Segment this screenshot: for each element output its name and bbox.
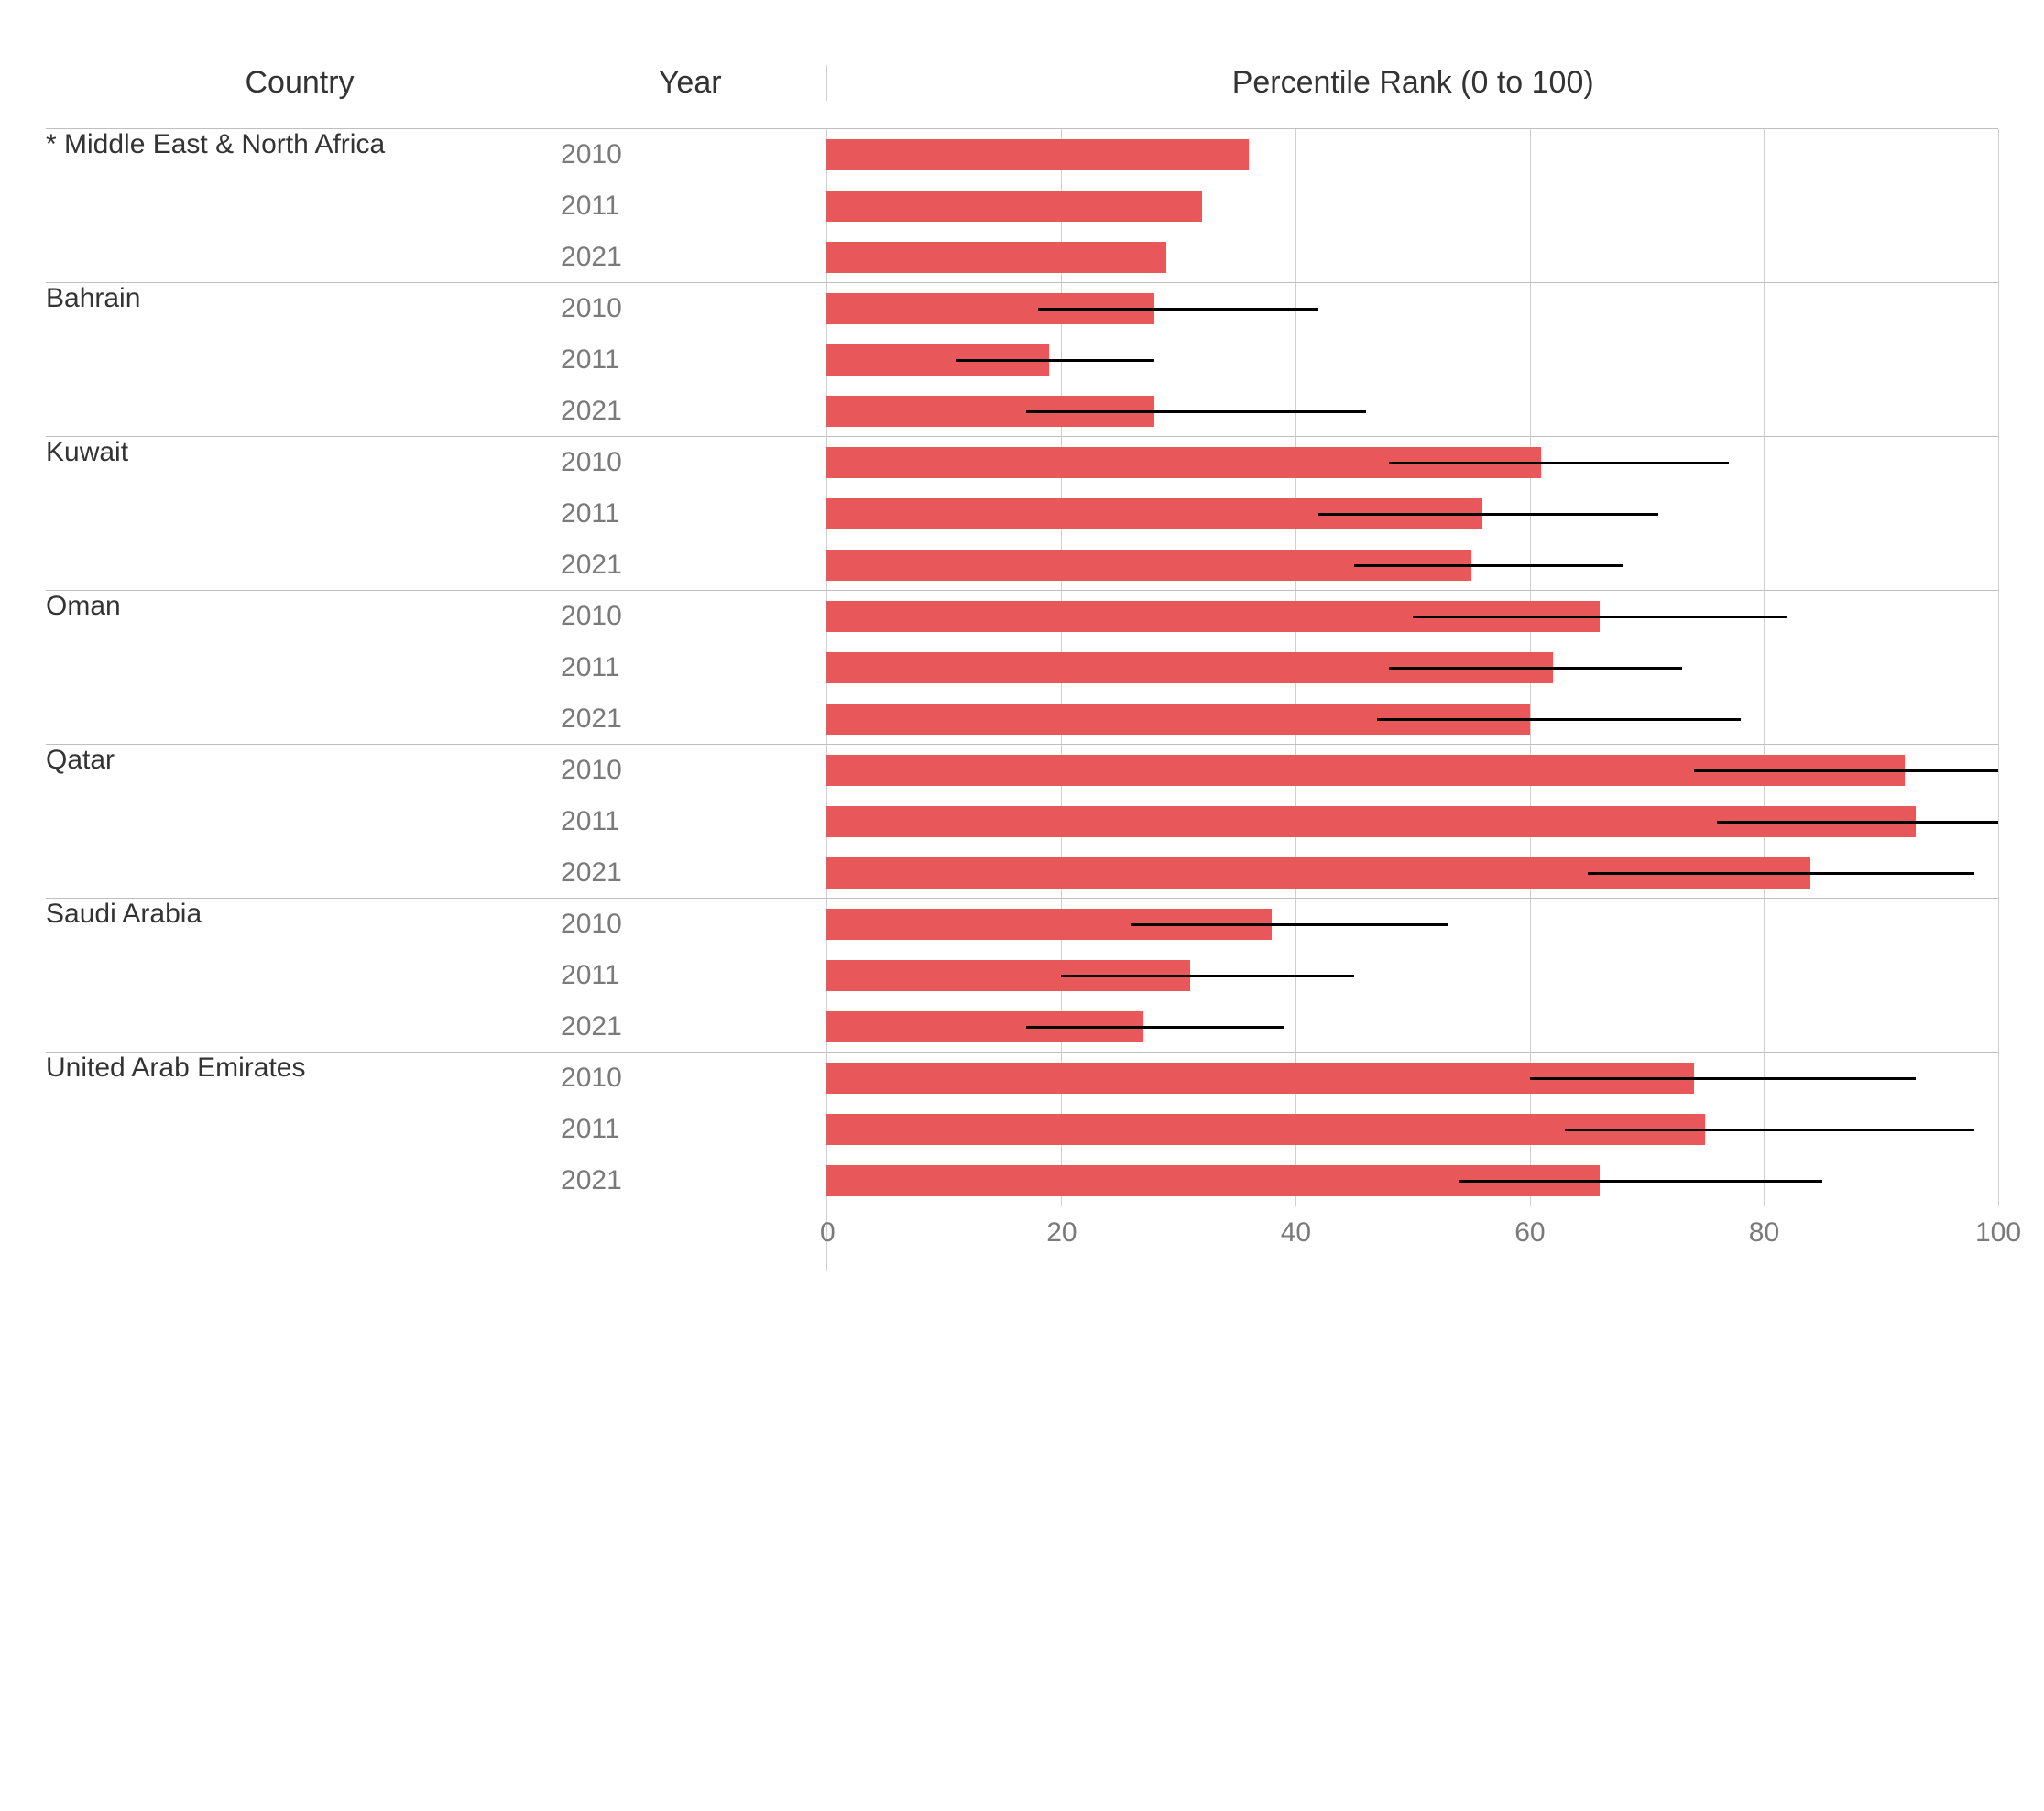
header-country: Country: [46, 65, 553, 101]
year-label: 2010: [553, 899, 826, 950]
year-label: 2021: [553, 1001, 826, 1053]
axis-tick-label: 60: [1514, 1217, 1545, 1249]
bar-rect: [826, 191, 1201, 222]
whisker: [1038, 308, 1319, 311]
year-label: 2021: [553, 847, 826, 899]
bar-row: [826, 693, 1998, 745]
whisker: [1459, 1180, 1822, 1183]
country-label: Oman: [46, 591, 553, 622]
bar-row: [826, 847, 1998, 899]
whisker: [1694, 769, 1998, 772]
bar-row: [826, 232, 1998, 283]
year-label: 2011: [553, 796, 826, 847]
whisker: [1588, 872, 1974, 875]
axis-tick-label: 80: [1749, 1217, 1779, 1249]
axis-tick-label: 40: [1281, 1217, 1311, 1249]
whisker: [1318, 513, 1658, 516]
bar-row: [826, 540, 1998, 591]
year-label: 2021: [553, 386, 826, 437]
header-value: Percentile Rank (0 to 100): [826, 65, 1998, 101]
whisker: [956, 359, 1154, 362]
year-label: 2021: [553, 1155, 826, 1206]
whisker: [1413, 616, 1787, 618]
year-label: 2011: [553, 642, 826, 693]
whisker: [1026, 410, 1366, 413]
bar-row: [826, 1104, 1998, 1155]
whisker: [1389, 462, 1729, 464]
year-label: 2010: [553, 129, 826, 180]
bar-row: [826, 180, 1998, 232]
bar-row: [826, 386, 1998, 437]
whisker: [1061, 975, 1354, 977]
whisker: [1026, 1026, 1284, 1029]
whisker: [1717, 821, 1998, 824]
gridline: [1998, 129, 1999, 1206]
bar-row: [826, 437, 1998, 488]
country-label: Kuwait: [46, 437, 553, 468]
axis-tick-label: 100: [1975, 1217, 2021, 1249]
bar-row: [826, 1155, 1998, 1206]
whisker: [1377, 718, 1740, 721]
year-label: 2010: [553, 283, 826, 334]
bar-row: [826, 1001, 1998, 1053]
year-label: 2010: [553, 1053, 826, 1104]
bar-rect: [826, 242, 1166, 273]
whisker: [1565, 1129, 1975, 1131]
country-label: United Arab Emirates: [46, 1053, 553, 1084]
axis-tick-label: 20: [1046, 1217, 1077, 1249]
bar-row: [826, 334, 1998, 386]
whisker: [1389, 667, 1682, 670]
year-label: 2011: [553, 1104, 826, 1155]
bar-row: [826, 950, 1998, 1001]
bar-row: [826, 642, 1998, 693]
percentile-rank-chart: CountryYearPercentile Rank (0 to 100) * M…: [0, 0, 2044, 1326]
year-label: 2011: [553, 334, 826, 386]
year-label: 2021: [553, 540, 826, 591]
country-label: Saudi Arabia: [46, 899, 553, 930]
country-label: Qatar: [46, 745, 553, 776]
bar-row: [826, 796, 1998, 847]
year-label: 2010: [553, 437, 826, 488]
year-label: 2011: [553, 180, 826, 232]
year-label: 2021: [553, 693, 826, 745]
whisker: [1131, 923, 1448, 926]
bar-row: [826, 1053, 1998, 1104]
bar-rect: [826, 139, 1248, 170]
bar-row: [826, 129, 1998, 180]
year-label: 2010: [553, 745, 826, 796]
country-label: Bahrain: [46, 283, 553, 314]
year-label: 2011: [553, 488, 826, 540]
whisker: [1354, 564, 1623, 567]
bar-row: [826, 899, 1998, 950]
year-label: 2021: [553, 232, 826, 283]
year-label: 2011: [553, 950, 826, 1001]
year-label: 2010: [553, 591, 826, 642]
bar-row: [826, 745, 1998, 796]
bar-row: [826, 591, 1998, 642]
axis-tick-label: 0: [820, 1217, 836, 1249]
bar-row: [826, 488, 1998, 540]
header-year: Year: [553, 65, 826, 101]
country-label: * Middle East & North Africa: [46, 129, 553, 160]
whisker: [1530, 1077, 1917, 1080]
bar-row: [826, 283, 1998, 334]
